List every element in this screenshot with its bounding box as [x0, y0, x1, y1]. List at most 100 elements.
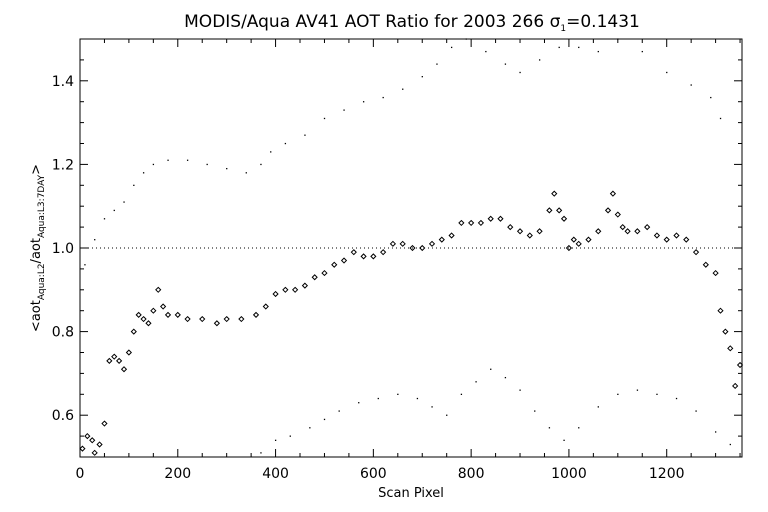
data-point [116, 357, 123, 364]
data-point [301, 282, 309, 289]
envelope-point [167, 159, 169, 161]
data-point [96, 441, 103, 448]
data-point [101, 420, 108, 427]
data-point [732, 382, 739, 390]
envelope-point [338, 410, 340, 412]
envelope-point [113, 209, 115, 212]
envelope-point [343, 109, 345, 111]
envelope-point [548, 427, 551, 429]
envelope-point [446, 414, 448, 416]
envelope-point [656, 393, 658, 395]
y-axis-label-sub2: Aqua:L3:7DAY [37, 174, 47, 238]
envelope-point [289, 435, 291, 437]
envelope-point [485, 50, 487, 53]
envelope-point [695, 410, 697, 412]
envelope-point [578, 427, 580, 429]
envelope-point [103, 218, 106, 220]
envelope-point [641, 50, 643, 53]
data-point [331, 261, 338, 268]
envelope-point [714, 431, 717, 433]
data-point [477, 219, 485, 227]
chart-title-sigma: σ [550, 12, 561, 32]
data-point [130, 328, 137, 335]
envelope-point [597, 406, 599, 408]
data-point [560, 215, 568, 222]
y-tick-label: 0.8 [52, 325, 74, 341]
data-point [556, 207, 563, 214]
envelope-point [617, 38, 619, 40]
data-point [292, 286, 299, 293]
x-tick-label: 800 [458, 466, 485, 482]
data-point [595, 228, 602, 235]
data-point [223, 315, 230, 323]
envelope-point [558, 46, 560, 49]
data-point [683, 236, 690, 243]
data-point [252, 311, 260, 318]
envelope-point [675, 397, 678, 400]
envelope-point [436, 63, 438, 65]
envelope-point [519, 389, 521, 391]
envelope-point [710, 96, 712, 99]
envelope-point [460, 393, 463, 395]
envelope-point [534, 410, 536, 412]
x-axis-label: Scan Pixel [378, 486, 444, 501]
series-0 [79, 190, 744, 456]
y-axis-label-close: > [29, 164, 44, 175]
data-point [614, 211, 621, 218]
data-point [736, 361, 744, 369]
data-point [458, 219, 465, 227]
x-tick-label: 1200 [649, 466, 685, 482]
chart-title: MODIS/Aqua AV41 AOT Ratio for 2003 266 σ… [184, 12, 640, 34]
envelope-point [362, 101, 365, 103]
envelope-point [186, 159, 189, 161]
chart-title-suffix: =0.1431 [566, 12, 640, 32]
series-2 [260, 368, 731, 454]
data-point [340, 257, 348, 264]
data-point [673, 232, 680, 239]
x-tick-label: 600 [360, 466, 387, 482]
data-point [199, 315, 206, 323]
data-point [692, 249, 700, 256]
envelope-point [358, 402, 360, 404]
envelope-point [274, 439, 277, 441]
data-point [135, 311, 142, 318]
envelope-point [617, 393, 619, 395]
data-point [570, 236, 577, 243]
data-point [565, 244, 573, 252]
data-point [634, 228, 641, 235]
data-point [624, 228, 631, 235]
data-point [448, 232, 455, 239]
data-point [575, 240, 582, 247]
y-tick-label: 1.2 [52, 157, 74, 173]
data-point [551, 190, 558, 197]
envelope-point [519, 71, 521, 74]
y-axis-label-mid: /aot [29, 238, 44, 263]
chart-title-sigma-subscript: 1 [560, 24, 566, 34]
envelope-point [133, 184, 135, 186]
data-point [360, 253, 367, 260]
data-point [160, 303, 167, 310]
data-point [717, 307, 724, 314]
envelope-point [729, 443, 731, 446]
data-point [150, 307, 157, 314]
envelope-point [382, 96, 384, 99]
envelope-point [504, 376, 507, 379]
envelope-point [152, 163, 155, 166]
data-point [321, 269, 328, 277]
envelope-point [270, 151, 272, 153]
envelope-point [636, 389, 639, 391]
data-point [89, 437, 96, 444]
envelope-point [206, 163, 208, 166]
envelope-point [323, 117, 326, 120]
data-series [79, 38, 744, 456]
data-point [409, 244, 416, 252]
envelope-point [142, 172, 145, 174]
y-axis-ticks: 0.6 0.8 1.0 1.2 1.4 [52, 38, 742, 458]
envelope-point [504, 63, 507, 65]
y-axis-label-sub1: Aqua:L2 [37, 263, 47, 300]
envelope-point [260, 452, 262, 454]
data-point [140, 315, 147, 323]
x-tick-label: 200 [164, 466, 191, 482]
envelope-point [719, 117, 722, 120]
envelope-point [538, 59, 541, 61]
